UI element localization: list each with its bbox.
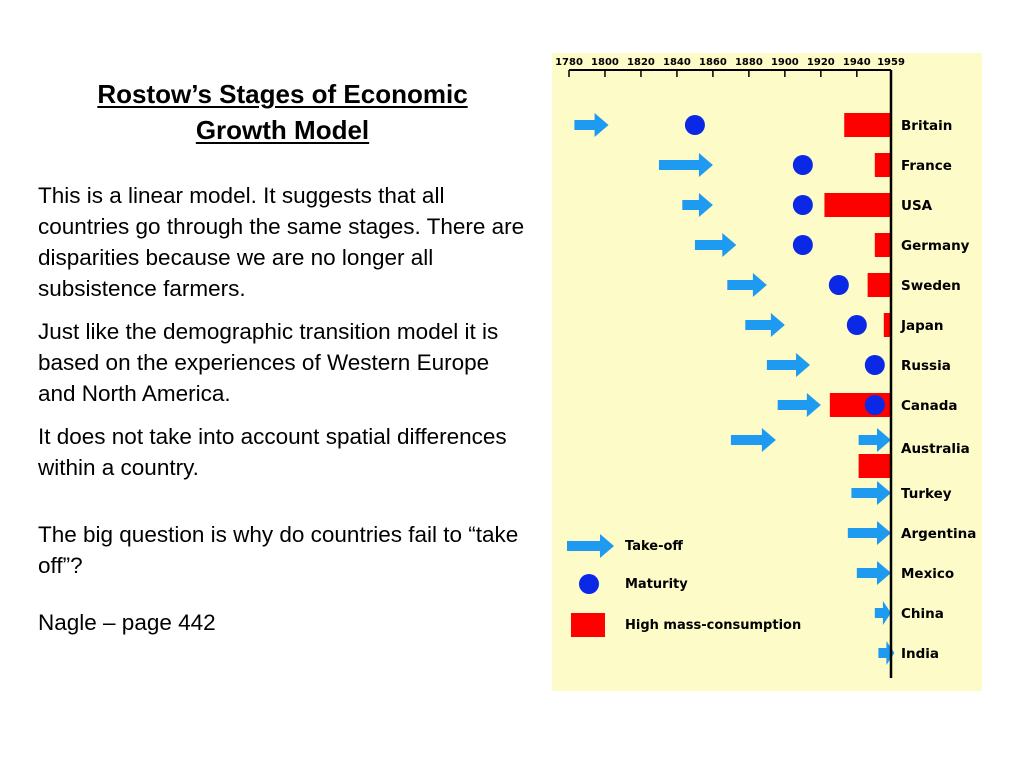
japan-consumption-bar	[883, 313, 891, 337]
country-label-turkey: Turkey	[901, 486, 952, 502]
legend-label-takeoff: Take-off	[625, 539, 683, 554]
axis-tick-label-1840: 1840	[663, 57, 691, 68]
paragraph-demographic: Just like the demographic transition mod…	[38, 319, 499, 406]
usa-consumption-bar	[824, 193, 891, 217]
sweden-maturity-dot	[828, 275, 849, 295]
axis-tick-label-1860: 1860	[699, 57, 727, 68]
legend-label-maturity: Maturity	[625, 577, 688, 592]
china-takeoff-arrow	[874, 601, 891, 625]
country-label-britain: Britain	[901, 118, 952, 134]
axis-tick-label-1800: 1800	[591, 57, 619, 68]
country-label-usa: USA	[901, 198, 933, 214]
france-takeoff-arrow	[658, 153, 713, 177]
legend-consumption-icon	[571, 613, 605, 637]
sweden-consumption-bar	[867, 273, 891, 297]
japan-takeoff-arrow	[745, 313, 785, 337]
argentina-takeoff-arrow	[847, 521, 891, 545]
slide-body: This is a linear model. It suggests that…	[38, 180, 528, 638]
britain-maturity-dot	[684, 115, 705, 135]
country-label-canada: Canada	[901, 398, 958, 414]
australia-consumption-bar	[858, 454, 891, 478]
paragraph-question: The big question is why do countries fai…	[38, 522, 519, 578]
britain-takeoff-arrow	[574, 113, 609, 137]
country-label-india: India	[901, 646, 939, 662]
country-label-russia: Russia	[901, 358, 951, 374]
country-label-australia: Australia	[901, 441, 970, 457]
country-label-japan: Japan	[900, 318, 944, 334]
axis-tick-label-1820: 1820	[627, 57, 655, 68]
paragraph-linear-model: This is a linear model. It suggests that…	[38, 183, 525, 301]
russia-maturity-dot	[864, 355, 885, 375]
france-consumption-bar	[874, 153, 891, 177]
canada-maturity-dot	[864, 395, 885, 415]
country-label-china: China	[901, 606, 944, 622]
sweden-takeoff-arrow	[727, 273, 767, 297]
stages-chart-svg: 1780 1800 1820 1840 1860 1880 1900 1920 1940 1959…	[555, 57, 976, 678]
axis-tick-label-1959: 1959	[877, 57, 905, 68]
russia-takeoff-arrow	[766, 353, 811, 377]
australia-takeoff-arrow	[730, 428, 776, 452]
japan-maturity-dot	[846, 315, 867, 335]
usa-takeoff-arrow	[682, 193, 713, 217]
axis-tick-label-1900: 1900	[771, 57, 799, 68]
slide-title-line1: Rostow’s Stages of Economic	[97, 79, 468, 109]
paragraph-reference: Nagle – page 442	[38, 610, 216, 635]
country-label-france: France	[901, 158, 952, 174]
legend-maturity-icon	[579, 574, 599, 594]
axis-tick-label-1940: 1940	[843, 57, 871, 68]
canada-takeoff-arrow	[777, 393, 821, 417]
country-label-argentina: Argentina	[901, 526, 976, 542]
britain-consumption-bar	[844, 113, 891, 137]
mexico-takeoff-arrow	[856, 561, 891, 585]
country-label-germany: Germany	[901, 238, 970, 254]
slide-title: Rostow’s Stages of Economic Growth Model	[40, 76, 525, 148]
germany-consumption-bar	[874, 233, 891, 257]
slide-title-line2: Growth Model	[195, 115, 370, 145]
axis-tick-label-1920: 1920	[807, 57, 835, 68]
country-label-sweden: Sweden	[901, 278, 961, 294]
stages-chart: 1780 1800 1820 1840 1860 1880 1900 1920 1940 1959…	[552, 53, 982, 691]
australia-takeoff-arrow-2	[858, 428, 891, 452]
germany-maturity-dot	[792, 235, 813, 255]
country-label-mexico: Mexico	[901, 566, 954, 582]
india-takeoff-arrow	[878, 641, 895, 665]
legend-label-consumption: High mass-consumption	[625, 618, 801, 633]
germany-takeoff-arrow	[694, 233, 737, 257]
axis-tick-label-1880: 1880	[735, 57, 763, 68]
legend-takeoff-icon	[567, 534, 614, 558]
paragraph-spatial: It does not take into account spatial di…	[38, 424, 507, 480]
france-maturity-dot	[792, 155, 813, 175]
usa-maturity-dot	[792, 195, 813, 215]
turkey-takeoff-arrow	[851, 481, 891, 505]
axis-tick-label-1780: 1780	[555, 57, 583, 68]
